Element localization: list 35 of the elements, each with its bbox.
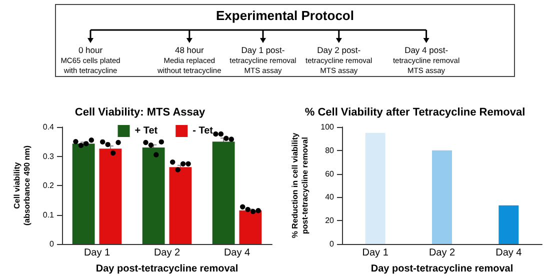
x-tick-label: Day 4	[224, 248, 250, 258]
bar	[239, 210, 262, 244]
chart-title: Cell Viability: MTS Assay	[74, 106, 206, 118]
bar	[212, 142, 235, 244]
bar	[72, 144, 95, 244]
chart-title: % Cell Viability after Tetracycline Removal	[304, 106, 526, 118]
y-axis-title: % Reduction in cell viability post-tetracycline removal	[290, 132, 310, 238]
y-tick-label: 0	[330, 240, 335, 248]
y-tick-label: 80	[325, 146, 335, 155]
x-tick-label: Day 1	[362, 248, 389, 258]
bar	[365, 132, 386, 244]
bar	[169, 167, 192, 244]
y-tick-label: 100	[320, 122, 335, 132]
x-axis-title: Day post-tetracycline removal	[370, 264, 514, 274]
x-tick-label: Day 4	[496, 248, 522, 258]
y-tick-label: 40	[325, 192, 335, 202]
bar	[432, 150, 452, 244]
y-tick-label: 0.3	[42, 152, 55, 161]
bar	[142, 147, 165, 244]
x-tick-label: Day 1	[84, 248, 110, 258]
y-tick-label: 0.1	[42, 210, 55, 220]
y-tick-label: 60	[325, 169, 335, 178]
text: Experimental Protocol	[215, 8, 355, 23]
y-tick-label: 20	[325, 216, 335, 226]
y-tick-label: 0.4	[42, 122, 55, 132]
bar	[99, 148, 122, 244]
x-tick-label: Day 2	[428, 248, 456, 258]
legend-label: - Tet	[192, 126, 214, 136]
y-tick-label: 0.2	[42, 181, 55, 190]
bar	[498, 205, 519, 244]
y-axis-title: Cell viability (absorbance 490 nm)	[12, 145, 32, 226]
y-tick-label: 0	[50, 240, 55, 248]
x-axis-title: Day post-tetracycline removal	[96, 264, 238, 274]
legend-label: + Tet	[134, 126, 158, 136]
x-tick-label: Day 2	[154, 248, 180, 258]
